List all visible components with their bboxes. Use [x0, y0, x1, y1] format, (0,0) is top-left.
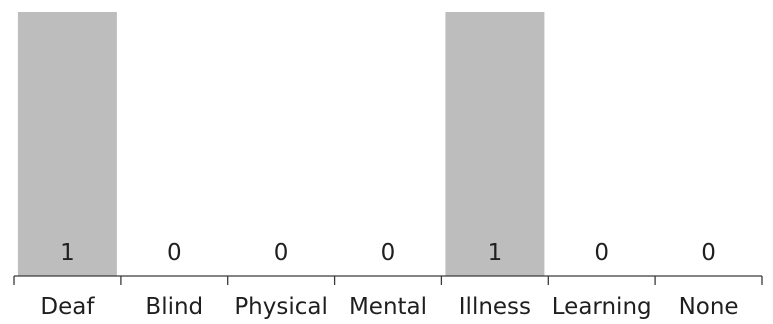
value-label-physical: 0: [274, 240, 289, 266]
value-labels-group: 1 0 0 0 1 0 0: [60, 240, 716, 266]
value-label-none: 0: [701, 240, 716, 266]
category-label-deaf: Deaf: [40, 294, 95, 320]
value-label-deaf: 1: [60, 240, 75, 266]
bar-illness: [445, 12, 545, 276]
x-axis-tick-labels-group: Deaf Blind Physical Mental Illness Learning No…: [40, 294, 738, 320]
category-label-mental: Mental: [349, 294, 427, 320]
value-label-learning: 0: [594, 240, 609, 266]
value-label-mental: 0: [381, 240, 396, 266]
bars-group: [17, 12, 545, 276]
category-label-blind: Blind: [145, 294, 203, 320]
value-label-illness: 1: [488, 240, 503, 266]
category-label-illness: Illness: [459, 294, 531, 320]
bar-deaf: [17, 12, 117, 276]
value-label-blind: 0: [167, 240, 182, 266]
x-axis-ticks-group: [13, 276, 763, 285]
category-label-physical: Physical: [234, 294, 328, 320]
category-label-learning: Learning: [552, 294, 652, 320]
category-label-none: None: [679, 294, 739, 320]
